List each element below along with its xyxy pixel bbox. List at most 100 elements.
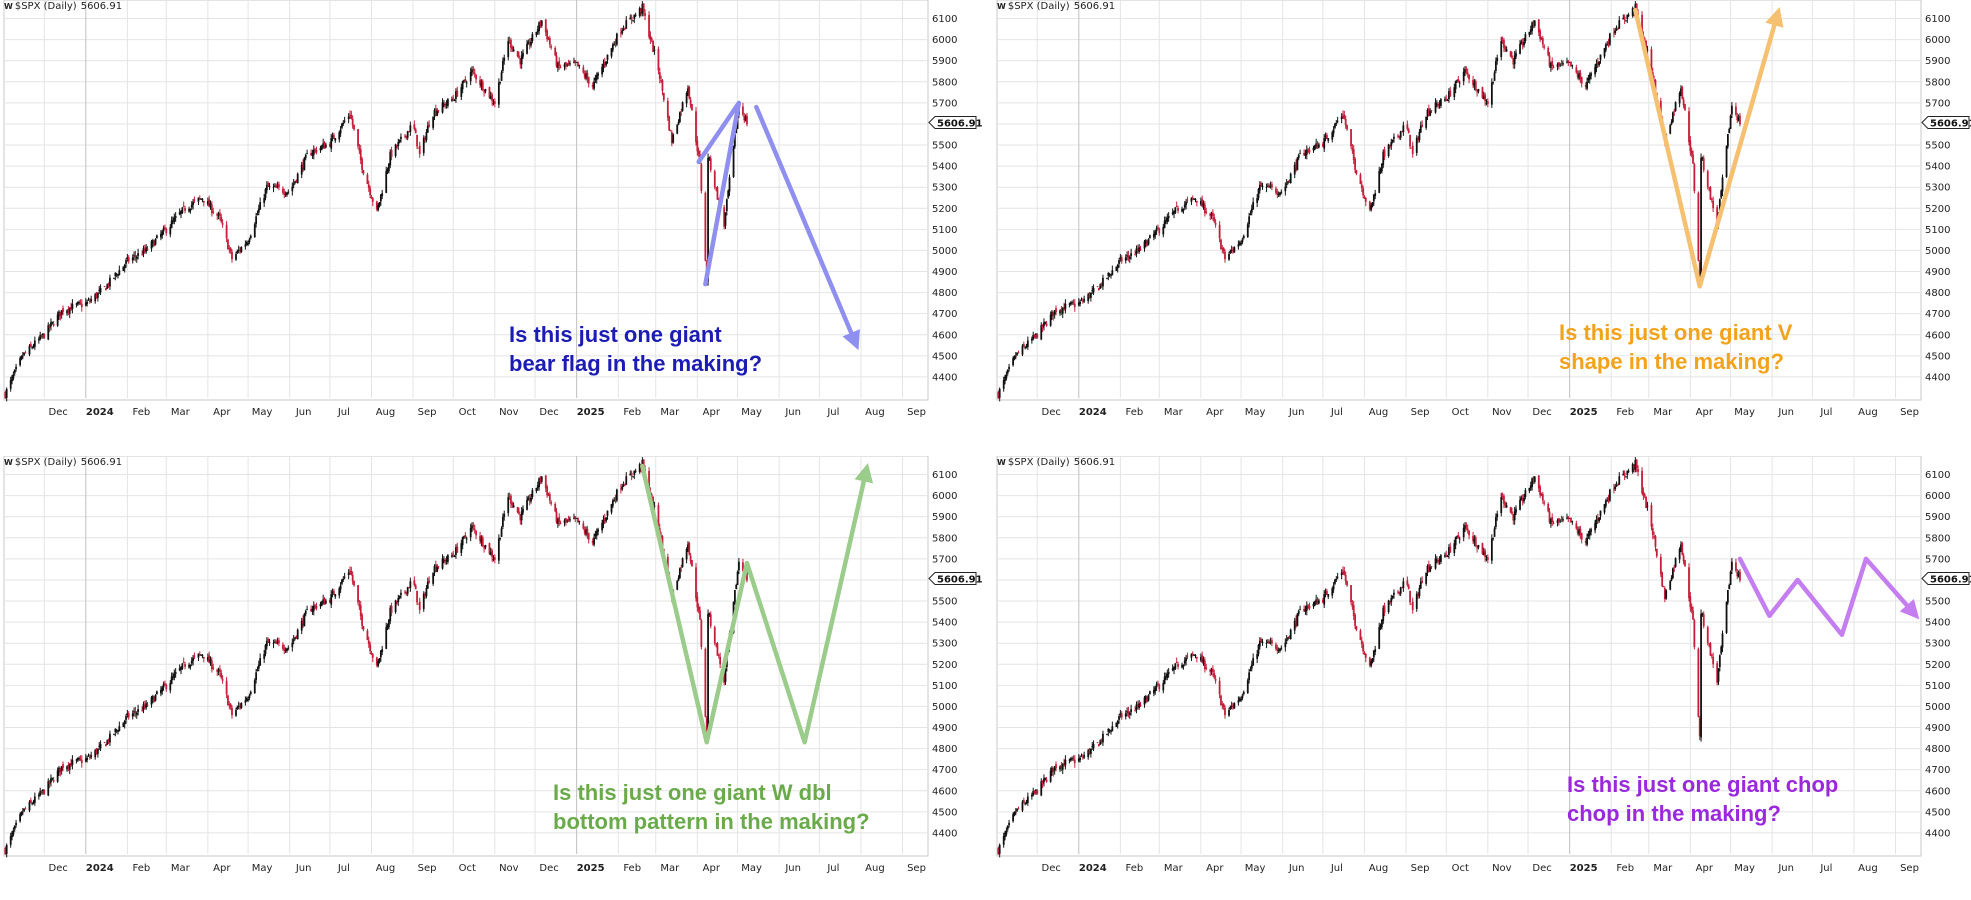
candle-body xyxy=(1485,558,1488,560)
candle-body xyxy=(202,200,205,203)
candle-body xyxy=(1587,534,1590,537)
candle-body xyxy=(644,12,646,16)
candle-body xyxy=(717,198,720,200)
candle-body xyxy=(1401,587,1403,589)
candle-body xyxy=(155,235,158,239)
candle-body xyxy=(1202,659,1205,664)
y-tick-label: 5700 xyxy=(932,98,957,109)
x-tick-label: May xyxy=(1734,407,1755,418)
candle-body xyxy=(96,748,99,754)
candle-body xyxy=(1295,163,1297,169)
candle-body xyxy=(172,676,174,678)
candle-body xyxy=(151,240,154,244)
candle-body xyxy=(1511,55,1513,58)
candle-body xyxy=(1360,640,1363,645)
candle-body xyxy=(257,664,260,669)
candle-body xyxy=(567,518,570,520)
candle-body xyxy=(1355,170,1358,174)
candle-body xyxy=(174,672,177,675)
candle-body xyxy=(688,87,691,99)
candle-body xyxy=(263,654,266,659)
stockcharts-logo-icon: W xyxy=(4,458,13,467)
candle-body xyxy=(303,157,306,171)
candle-body xyxy=(1205,211,1208,213)
candle-body xyxy=(358,604,361,607)
candle-body xyxy=(283,192,286,195)
candle-body xyxy=(1346,124,1348,130)
candle-body xyxy=(67,309,70,312)
candle-body xyxy=(1626,470,1629,475)
candle-body xyxy=(1383,149,1386,157)
candle-body xyxy=(1541,493,1544,501)
candle-body xyxy=(180,666,182,670)
x-tick-label: Feb xyxy=(133,407,151,418)
candles-group xyxy=(997,457,1741,858)
candle-body xyxy=(206,657,209,661)
candle-body xyxy=(40,791,43,793)
candle-body xyxy=(390,149,393,157)
candle-body xyxy=(530,497,532,502)
candle-body xyxy=(1708,187,1711,189)
candle-body xyxy=(1437,559,1440,563)
candle-body xyxy=(432,116,435,128)
candle-body xyxy=(629,17,632,20)
candle-body xyxy=(357,585,359,603)
candle-body xyxy=(587,77,590,84)
candle-body xyxy=(733,590,736,603)
candle-body xyxy=(1437,103,1440,107)
chart-svg: 4400450046004700480049005000510052005300… xyxy=(996,0,1971,418)
candle-body xyxy=(1331,132,1334,140)
candle-body xyxy=(544,475,547,489)
candle-body xyxy=(660,536,663,537)
candle-body xyxy=(1220,695,1222,706)
candle-body xyxy=(691,104,693,111)
candle-body xyxy=(1712,656,1715,665)
candle-body xyxy=(685,93,688,104)
price-tag-box xyxy=(1921,571,1970,585)
candle-body xyxy=(1458,82,1461,84)
candle-body xyxy=(1155,684,1158,688)
candle-body xyxy=(547,495,550,497)
candle-body xyxy=(578,65,581,67)
candle-body xyxy=(555,511,558,523)
candle-body xyxy=(1429,111,1432,116)
candle-body xyxy=(680,111,683,113)
candle-body xyxy=(1484,94,1487,102)
candle-body xyxy=(1717,668,1720,682)
candle-body xyxy=(330,138,333,149)
candle-body xyxy=(1364,654,1367,658)
candle-body xyxy=(162,684,165,688)
candle-body xyxy=(1352,605,1355,616)
candle-body xyxy=(200,198,203,200)
candle-body xyxy=(680,567,683,569)
candle-body xyxy=(425,588,428,597)
candle-body xyxy=(1335,578,1338,581)
candle-body xyxy=(1344,118,1347,126)
chart-panel-v-shape: 4400 4500 4600 4700 4800 4900 5000 5100 5200 5300… xyxy=(993,0,1971,444)
y-tick-label: 6000 xyxy=(1925,491,1950,502)
candle-body xyxy=(1368,657,1371,666)
candle-body xyxy=(184,208,186,211)
candle-body xyxy=(1098,744,1100,747)
candle-body xyxy=(1102,733,1104,743)
candle-body xyxy=(31,347,34,349)
candle-body xyxy=(1663,588,1666,600)
candle-body xyxy=(103,742,106,744)
candle-body xyxy=(1126,255,1128,257)
candle-body xyxy=(239,705,241,707)
candle-body xyxy=(1435,104,1438,106)
candle-body xyxy=(997,848,1000,854)
candle-body xyxy=(1698,718,1701,737)
candle-body xyxy=(142,248,145,254)
candle-body xyxy=(66,310,68,314)
chart-header: W $SPX (Daily) 5606.91 xyxy=(997,457,1115,468)
candle-body xyxy=(1700,613,1702,738)
candle-body xyxy=(41,333,44,336)
candle-body xyxy=(52,779,55,782)
x-tick-label: Apr xyxy=(1206,863,1224,874)
candle-body xyxy=(574,60,577,63)
candle-body xyxy=(113,277,115,279)
candle-body xyxy=(225,680,228,695)
candle-body xyxy=(638,8,641,16)
candle-body xyxy=(1549,518,1552,524)
